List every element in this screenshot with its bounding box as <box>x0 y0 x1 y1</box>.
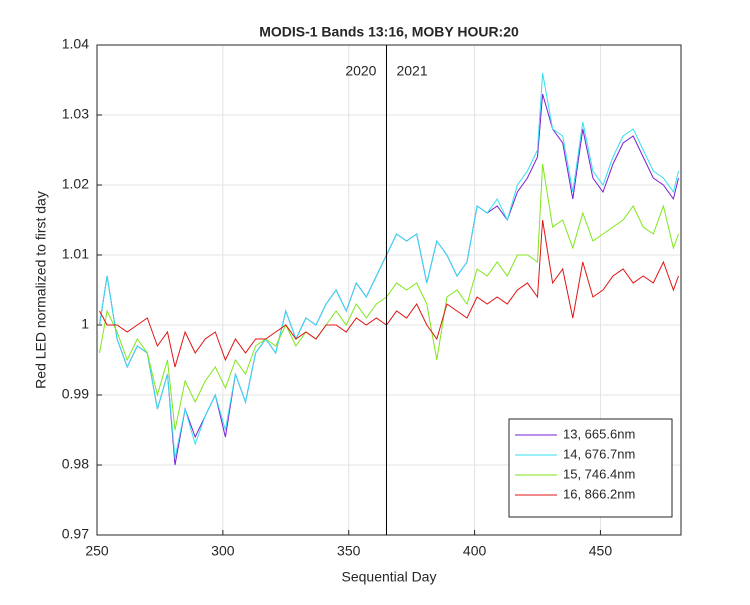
legend-label: 15, 746.4nm <box>563 466 635 481</box>
data-line <box>99 72 679 459</box>
y-tick-label: 0.98 <box>62 456 89 472</box>
y-tick-label: 1.04 <box>62 36 89 52</box>
annotation: 2020 <box>345 63 376 79</box>
annotation: 2021 <box>396 63 427 79</box>
y-tick-label: 1.03 <box>62 106 89 122</box>
legend-label: 14, 676.7nm <box>563 446 635 461</box>
legend-label: 13, 665.6nm <box>563 426 635 441</box>
x-tick-label: 350 <box>337 543 361 559</box>
y-tick-label: 1.01 <box>62 246 89 262</box>
x-axis-label: Sequential Day <box>342 569 437 585</box>
x-tick-label: 300 <box>211 543 235 559</box>
y-tick-label: 1.02 <box>62 176 89 192</box>
x-tick-label: 400 <box>463 543 487 559</box>
axes-box <box>96 44 682 536</box>
x-tick-label: 450 <box>589 543 613 559</box>
x-tick-label: 250 <box>85 543 109 559</box>
legend-label: 16, 866.2nm <box>563 486 635 501</box>
y-tick-label: 0.97 <box>62 526 89 542</box>
data-line <box>99 219 679 368</box>
chart-title: MODIS-1 Bands 13:16, MOBY HOUR:20 <box>259 24 519 40</box>
y-tick-label: 1 <box>81 316 89 332</box>
y-axis-label: Red LED normalized to first day <box>33 191 49 389</box>
y-tick-label: 0.99 <box>62 386 89 402</box>
data-line <box>99 163 679 431</box>
